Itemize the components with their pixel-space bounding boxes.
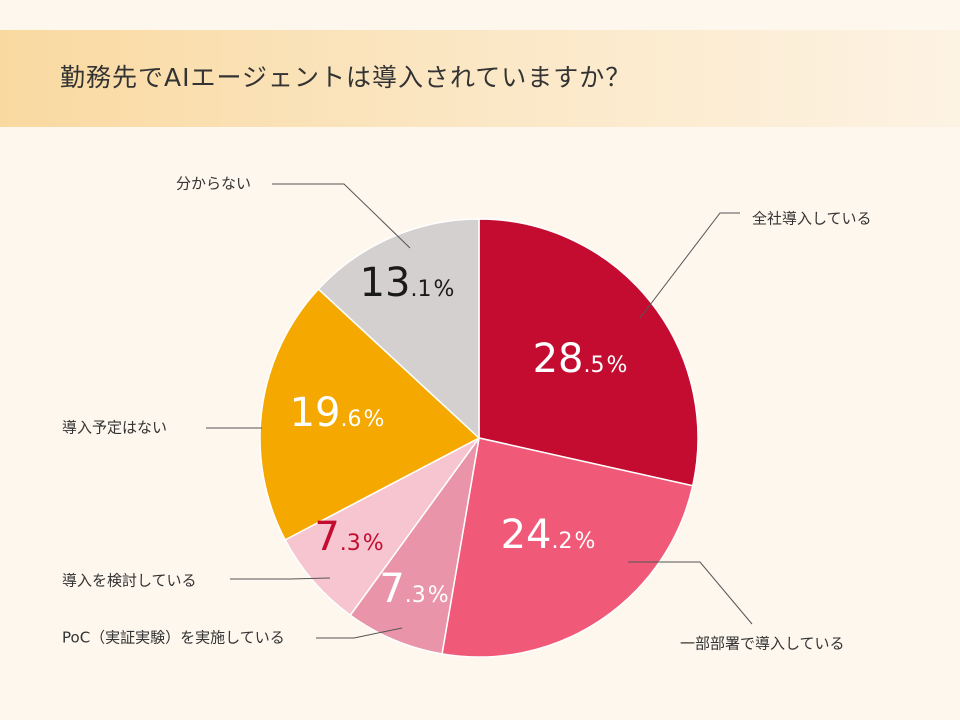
slice-category-label: 一部部署で導入している — [680, 635, 845, 653]
pie-slice — [349, 437, 480, 655]
pie-slice — [478, 218, 699, 487]
pie-slice — [284, 437, 480, 617]
slice-value-label: 7.3% — [314, 514, 383, 560]
chart-title: 勤務先でAIエージェントは導入されていますか？ — [60, 63, 632, 92]
title-band: 勤務先でAIエージェントは導入されていますか？ — [0, 30, 960, 127]
leader-line — [628, 561, 753, 625]
slice-value-label: 24.2% — [501, 512, 596, 558]
slice-category-label: 分からない — [176, 175, 251, 193]
slice-category-label: 導入予定はない — [62, 419, 167, 437]
leader-line — [272, 183, 411, 249]
leader-line — [230, 577, 331, 580]
pie-slice — [259, 288, 481, 541]
leader-line — [316, 627, 403, 639]
slice-category-label: 全社導入している — [752, 210, 872, 228]
slice-category-label: PoC（実証実験）を実施している — [62, 629, 285, 647]
slice-value-label: 28.5% — [533, 336, 628, 382]
pie-slice — [317, 218, 480, 440]
slice-value-label: 13.1% — [360, 260, 455, 306]
slice-category-label: 導入を検討している — [62, 572, 197, 590]
slice-value-label: 7.3% — [379, 566, 448, 612]
slice-value-label: 19.6% — [290, 390, 385, 436]
pie-slice — [441, 437, 694, 658]
leader-line — [639, 212, 740, 319]
